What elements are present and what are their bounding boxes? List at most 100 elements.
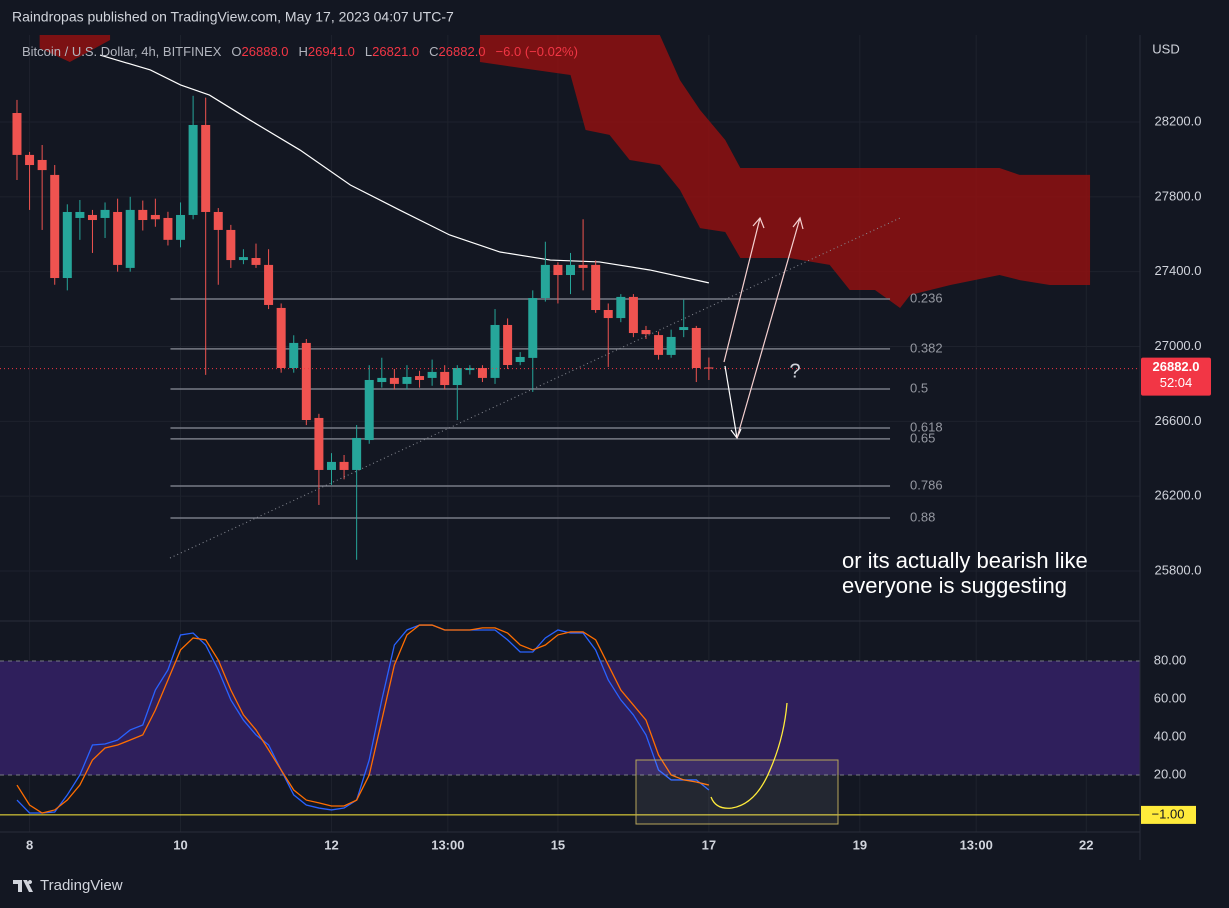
arrow-down bbox=[724, 365, 738, 439]
candle-body bbox=[591, 264, 601, 311]
arrow-up-1 bbox=[723, 217, 761, 363]
x-tick-label: 22 bbox=[1079, 837, 1093, 852]
candle-body bbox=[138, 209, 148, 221]
candle-body bbox=[654, 335, 664, 355]
ohlc-value: 26941.0 bbox=[308, 44, 355, 59]
page-header: Raindropas published on TradingView.com,… bbox=[12, 9, 454, 25]
y-tick-label: 27400.0 bbox=[1155, 263, 1202, 278]
ohlc-key: O bbox=[231, 44, 241, 59]
candle-body bbox=[226, 229, 236, 261]
candle-body bbox=[364, 379, 374, 441]
x-tick-label: 15 bbox=[551, 837, 565, 852]
candle-body bbox=[603, 310, 613, 319]
fib-label: 0.65 bbox=[910, 430, 935, 445]
stoch-line bbox=[16, 624, 710, 814]
candle-body bbox=[415, 376, 425, 380]
candle-body bbox=[87, 214, 97, 221]
candle-body bbox=[75, 211, 85, 218]
x-tick-label: 12 bbox=[324, 837, 338, 852]
ohlc-value: 26888.0 bbox=[242, 44, 289, 59]
ohlc-key: H bbox=[299, 44, 308, 59]
y-tick-label: 27800.0 bbox=[1155, 188, 1202, 203]
x-tick-label: 10 bbox=[173, 837, 187, 852]
change: −6.0 (−0.02%) bbox=[496, 44, 578, 59]
logo-icon bbox=[13, 880, 33, 892]
annotation-line: everyone is suggesting bbox=[842, 573, 1067, 598]
candle-body bbox=[515, 356, 525, 363]
cloud bbox=[39, 35, 1091, 308]
cloud-area bbox=[479, 35, 1091, 308]
legend: Bitcoin / U.S. Dollar, 4h, BITFINEX O2688… bbox=[22, 44, 578, 59]
candle-body bbox=[352, 437, 362, 470]
y-tick-label: 60.00 bbox=[1154, 690, 1187, 705]
hline-label: −1.00 bbox=[1152, 806, 1185, 821]
candle-body bbox=[691, 327, 701, 369]
candle-body bbox=[540, 264, 550, 299]
candle-body bbox=[339, 461, 349, 470]
x-tick-label: 19 bbox=[853, 837, 867, 852]
candle-body bbox=[264, 264, 274, 305]
x-tick-label: 13:00 bbox=[960, 837, 993, 852]
last-price-label: 26882.0 bbox=[1153, 359, 1200, 374]
stoch-band bbox=[0, 660, 1140, 775]
candle-body bbox=[12, 113, 22, 155]
cloud-area bbox=[39, 35, 111, 62]
y-tick-label: 28200.0 bbox=[1155, 113, 1202, 128]
candle-body bbox=[578, 264, 588, 268]
ohlc-value: 26821.0 bbox=[372, 44, 419, 59]
candle-body bbox=[377, 377, 387, 383]
candle-body bbox=[440, 371, 450, 386]
candle-body bbox=[553, 264, 563, 276]
candle-body bbox=[427, 371, 437, 378]
y-tick-label: 26600.0 bbox=[1155, 413, 1202, 428]
candle-body bbox=[503, 324, 513, 366]
fib-label: 0.786 bbox=[910, 477, 943, 492]
candle-body bbox=[125, 209, 135, 268]
annotation-line: or its actually bearish like bbox=[842, 548, 1088, 573]
y-tick-label: 40.00 bbox=[1154, 728, 1187, 743]
candle-body bbox=[465, 368, 475, 371]
footer-logo: TradingView bbox=[13, 877, 123, 894]
candle-body bbox=[628, 296, 638, 334]
candle-body bbox=[477, 368, 487, 378]
candle-body bbox=[50, 174, 60, 279]
arrow-up-2 bbox=[736, 217, 801, 439]
candle-body bbox=[666, 336, 676, 355]
x-tick-label: 17 bbox=[702, 837, 716, 852]
highlight-box bbox=[635, 759, 839, 825]
candle-body bbox=[452, 368, 462, 386]
candle-body bbox=[301, 342, 311, 421]
x-tick-label: 13:00 bbox=[431, 837, 464, 852]
fib-label: 0.382 bbox=[910, 340, 943, 355]
ohlc-key: L bbox=[365, 44, 372, 59]
fib-label: 0.618 bbox=[910, 419, 943, 434]
candle-body bbox=[37, 159, 47, 171]
last-price-box bbox=[1141, 357, 1211, 396]
candle-body bbox=[163, 217, 173, 240]
moving-average bbox=[99, 54, 710, 284]
candle-body bbox=[188, 124, 198, 215]
arrows bbox=[723, 216, 804, 440]
fib-label: 0.236 bbox=[910, 290, 943, 305]
hand-drawn-curve bbox=[710, 702, 788, 809]
y-tick-label: 27000.0 bbox=[1155, 338, 1202, 353]
candle-body bbox=[289, 342, 299, 369]
candle-body bbox=[176, 214, 186, 240]
candle-body bbox=[704, 367, 714, 369]
symbol-title: Bitcoin / U.S. Dollar, 4h, BITFINEX bbox=[22, 44, 222, 59]
footer-text: TradingView bbox=[40, 877, 123, 894]
fib-label: 0.5 bbox=[910, 380, 928, 395]
candle-body bbox=[616, 296, 626, 319]
candle-body bbox=[213, 211, 223, 230]
candle-body bbox=[679, 327, 689, 331]
candle-body bbox=[314, 417, 324, 470]
y-tick-label: 25800.0 bbox=[1155, 562, 1202, 577]
ohlc-value: 26882.0 bbox=[439, 44, 486, 59]
ohlc-key: C bbox=[429, 44, 438, 59]
stoch-line bbox=[16, 624, 710, 814]
candle-body bbox=[238, 257, 248, 261]
y-tick-label: 20.00 bbox=[1154, 766, 1187, 781]
candle-body bbox=[326, 461, 336, 470]
candle-body bbox=[566, 264, 576, 276]
